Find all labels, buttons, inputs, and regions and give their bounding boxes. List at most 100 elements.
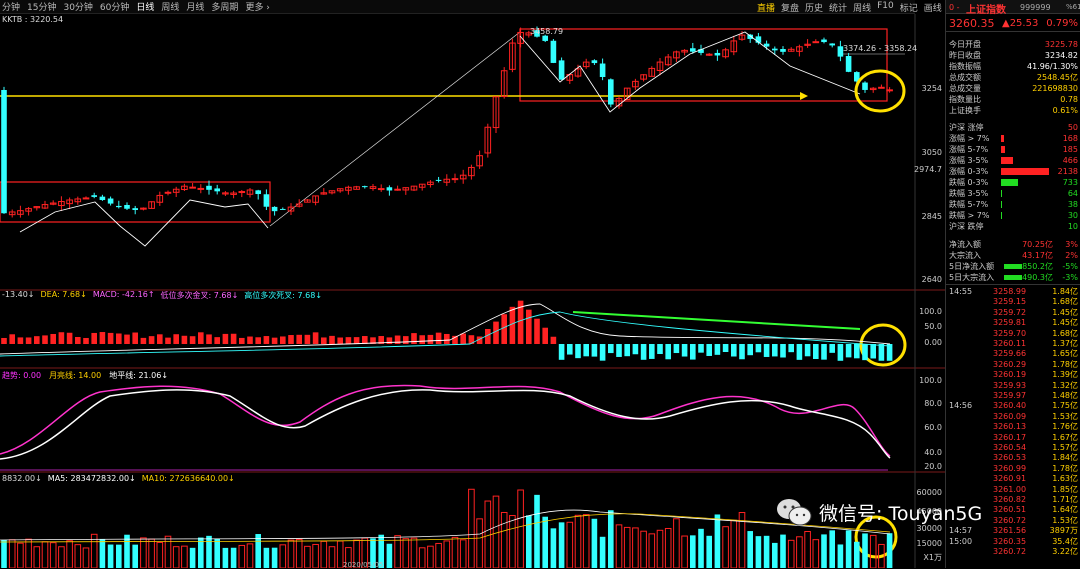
tool-tab[interactable]: 统计 xyxy=(829,4,848,14)
period-tab[interactable]: 60分钟 xyxy=(99,3,130,13)
tick-price: 3258.99 xyxy=(993,287,1027,296)
candle xyxy=(91,195,97,197)
volume-bar xyxy=(304,545,311,568)
tool-tab[interactable]: 历史 xyxy=(805,4,824,14)
breadth-label: 涨幅 3-5% xyxy=(949,156,989,165)
tick-volume: 1.64亿 xyxy=(1052,505,1078,515)
candle xyxy=(534,30,540,37)
breadth-row: 沪深 涨停 50 xyxy=(946,122,1080,133)
volume-bar xyxy=(599,536,606,568)
volume-bar xyxy=(378,534,384,568)
period-tab[interactable]: 多周期 xyxy=(211,3,239,13)
candle xyxy=(8,211,16,216)
kline-title: KKTB : 3220.54 xyxy=(2,15,64,24)
volume-bar xyxy=(582,514,590,568)
candle xyxy=(763,43,770,47)
breadth-label: 沪深 涨停 xyxy=(949,123,984,132)
candle xyxy=(681,49,688,53)
macd-bar xyxy=(780,344,786,358)
macd-bar xyxy=(673,344,680,354)
volume-bar xyxy=(263,547,270,568)
tool-tab[interactable]: 直播 xyxy=(757,4,776,14)
candle xyxy=(271,206,278,212)
tool-tab[interactable]: 周线 xyxy=(853,4,872,14)
candle xyxy=(312,195,319,203)
tick-price: 3260.54 xyxy=(993,443,1027,452)
index-name[interactable]: 上证指数 xyxy=(966,5,1006,16)
tick-volume: 1.76亿 xyxy=(1052,422,1078,432)
breadth-label: 跌幅 0-3% xyxy=(949,178,989,187)
volume-bar xyxy=(869,534,877,568)
watermark-text: 微信号: Touyan5G xyxy=(819,502,983,525)
tick-volume: 1.71亿 xyxy=(1052,495,1078,504)
tick-row: 3261.00 1.85亿 xyxy=(946,485,1080,495)
tick-price: 3261.56 xyxy=(993,526,1027,536)
tool-tab[interactable]: 复盘 xyxy=(781,4,800,14)
macd-bar xyxy=(271,337,278,344)
tick-volume: 1.45亿 xyxy=(1052,307,1078,317)
volume-bar xyxy=(821,534,827,568)
macd-bar xyxy=(550,336,557,344)
period-tab[interactable]: 更多 › xyxy=(245,3,270,13)
tick-price: 3259.70 xyxy=(993,328,1027,338)
breadth-label: 涨幅 5-7% xyxy=(949,145,989,154)
macd-bar xyxy=(411,333,417,344)
volume-tick: 15000 xyxy=(917,539,942,548)
macd-bar xyxy=(624,344,630,357)
highlight-circle xyxy=(854,69,906,113)
breadth-label: 涨幅 > 7% xyxy=(949,134,990,143)
period-tab[interactable]: 15分钟 xyxy=(27,3,57,13)
macd-bar xyxy=(772,344,778,357)
macd-bar xyxy=(886,344,893,361)
candle xyxy=(500,70,508,97)
tick-volume: 1.63亿 xyxy=(1052,474,1078,484)
candle xyxy=(287,206,295,212)
tick-price: 3260.17 xyxy=(993,432,1027,442)
tool-tab[interactable]: 标记 xyxy=(899,4,918,14)
tick-row: 3260.11 1.37亿 xyxy=(946,339,1080,349)
candle xyxy=(698,49,704,53)
breadth-bar xyxy=(1001,201,1002,208)
volume-bar xyxy=(99,539,106,568)
tick-row: 3260.82 1.71亿 xyxy=(946,495,1080,505)
macd-bar xyxy=(1,337,7,344)
stat-row: 总成交额 2548.45亿 xyxy=(946,72,1080,83)
dea-line xyxy=(0,311,891,357)
kdj-tick: 20.0 xyxy=(924,462,942,471)
stat-label: 总成交额 xyxy=(949,73,981,82)
macd-tick: 100.0 xyxy=(919,307,942,316)
volume-bar xyxy=(640,530,647,568)
candle xyxy=(58,201,65,207)
macd-bar xyxy=(222,333,229,344)
candle xyxy=(738,34,746,40)
tool-tab[interactable]: 画线 xyxy=(923,4,942,14)
kline-chart[interactable]: 3254 3050 2974.7 2845 2640 100.0 50.0 0.00 100… xyxy=(0,14,945,568)
period-tab[interactable]: 周线 xyxy=(161,3,180,13)
period-tab[interactable]: 日线 xyxy=(136,3,155,13)
tick-row: 3259.70 1.68亿 xyxy=(946,329,1080,339)
candle xyxy=(246,189,254,195)
period-tab[interactable]: 分钟 xyxy=(2,3,21,13)
kdj-header: 趋势: 0.00 月亮线: 14.00 地平线: 21.06↓ xyxy=(2,370,168,381)
volume-bar xyxy=(66,540,73,568)
candle xyxy=(492,96,500,129)
tool-tab[interactable]: F10 xyxy=(877,1,894,11)
index-code: 999999 xyxy=(1020,3,1051,12)
candle xyxy=(107,198,114,204)
period-tab[interactable]: 30分钟 xyxy=(63,3,93,13)
volume-bar xyxy=(615,524,623,568)
price-tick: 3254 xyxy=(922,84,942,93)
macd-bar xyxy=(66,332,73,344)
period-tab[interactable]: 月线 xyxy=(186,3,205,13)
macd-bar xyxy=(25,337,32,344)
candle xyxy=(656,61,664,72)
breadth-label: 沪深 跌停 xyxy=(949,222,984,231)
tick-volume: 1.85亿 xyxy=(1052,484,1078,494)
macd-bar xyxy=(755,344,762,353)
candle xyxy=(632,80,639,88)
macd-bar xyxy=(485,328,491,344)
candle xyxy=(181,185,188,191)
candle xyxy=(854,72,860,82)
stat-value: 41.96/1.30% xyxy=(1026,62,1078,71)
breadth-bar xyxy=(1001,157,1013,164)
